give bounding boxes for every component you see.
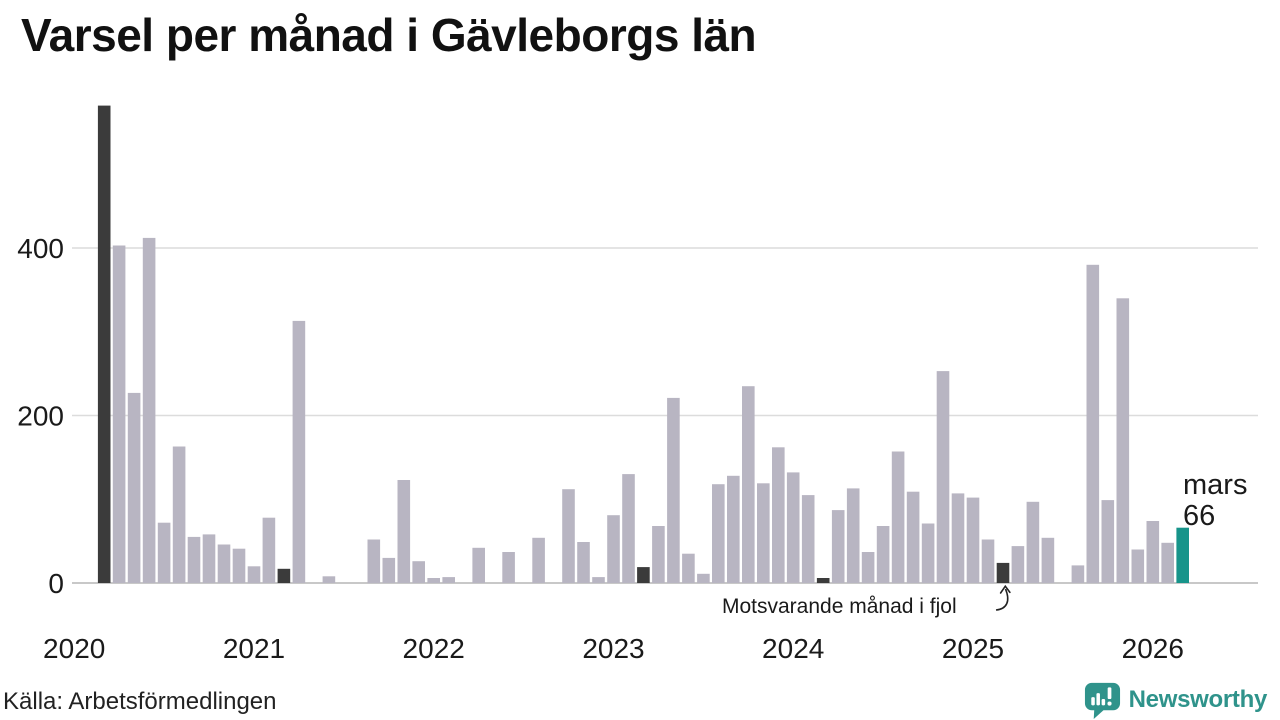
bar-2022-04 xyxy=(472,547,485,583)
bar-2022-06 xyxy=(502,552,515,583)
bar-2021-01 xyxy=(247,566,261,584)
bar-2025-08 xyxy=(1071,565,1085,583)
bar-2024-06 xyxy=(861,552,875,583)
bar-2020-04 xyxy=(112,245,126,583)
bar-2025-04 xyxy=(1011,546,1025,583)
bar-2022-01 xyxy=(427,578,440,583)
newsworthy-wordmark: Newsworthy xyxy=(1128,685,1268,713)
bar-2020-03 xyxy=(97,105,111,583)
bar-2026-03 xyxy=(1176,527,1189,583)
bar-2023-04 xyxy=(652,526,665,583)
bar-2021-12 xyxy=(412,561,425,583)
bar-2022-02 xyxy=(442,577,455,583)
bar-2022-11 xyxy=(577,542,590,583)
annotation-last-year: Motsvarande månad i fjol xyxy=(722,595,957,618)
x-tick-label-2020: 2020 xyxy=(43,633,105,664)
bar-2023-08 xyxy=(712,484,725,583)
bar-2024-11 xyxy=(936,371,950,583)
y-tick-label: 400 xyxy=(17,233,64,264)
x-tick-label-2025: 2025 xyxy=(942,633,1004,664)
bar-2021-06 xyxy=(322,576,336,583)
y-tick-label: 200 xyxy=(17,401,64,432)
bar-2024-05 xyxy=(846,488,860,583)
y-tick-label: 0 xyxy=(48,568,64,599)
bar-2023-09 xyxy=(727,475,740,583)
bar-2021-03 xyxy=(277,568,291,583)
x-tick-label-2024: 2024 xyxy=(762,633,824,664)
bar-2020-08 xyxy=(172,446,186,583)
bar-2024-08 xyxy=(891,451,905,583)
bar-2023-03 xyxy=(637,567,650,583)
bar-2023-12 xyxy=(772,447,785,583)
bar-2024-09 xyxy=(906,491,920,583)
bar-2023-06 xyxy=(682,553,695,583)
x-tick-label-2026: 2026 xyxy=(1122,633,1184,664)
bar-2020-09 xyxy=(187,536,201,583)
bar-2026-02 xyxy=(1161,542,1174,583)
bar-2021-02 xyxy=(262,517,276,583)
bar-2025-09 xyxy=(1086,264,1100,584)
bar-2023-07 xyxy=(697,573,710,583)
chart-title: Varsel per månad i Gävleborgs län xyxy=(21,9,757,61)
annotation-arrow xyxy=(995,588,1009,611)
bar-2025-05 xyxy=(1026,501,1040,583)
bar-2020-06 xyxy=(142,237,156,583)
newsworthy-icon xyxy=(1084,682,1120,719)
bar-2020-05 xyxy=(127,392,141,583)
bar-2024-10 xyxy=(921,523,935,583)
bar-2023-02 xyxy=(622,474,635,583)
bar-2023-05 xyxy=(667,397,680,583)
current-month-label: mars xyxy=(1183,469,1247,501)
x-tick-label-2021: 2021 xyxy=(223,633,285,664)
bar-2020-10 xyxy=(202,534,216,583)
source-credit: Källa: Arbetsförmedlingen xyxy=(3,688,277,715)
bar-2026-01 xyxy=(1146,521,1160,583)
bar-2024-12 xyxy=(951,493,965,583)
x-tick-label-2022: 2022 xyxy=(403,633,465,664)
bar-2021-04 xyxy=(292,320,306,583)
bar-2024-02 xyxy=(801,495,815,583)
bar-2023-10 xyxy=(742,386,755,583)
bar-2025-06 xyxy=(1041,537,1055,583)
bar-2020-12 xyxy=(232,548,246,583)
bar-2024-03 xyxy=(816,578,830,583)
newsworthy-logo[interactable]: Newsworthy xyxy=(1083,680,1267,719)
bar-2025-02 xyxy=(981,539,995,584)
current-month-value: 66 xyxy=(1183,500,1215,532)
bar-2024-04 xyxy=(831,510,845,583)
bar-2021-10 xyxy=(382,557,396,583)
bar-2022-10 xyxy=(562,489,575,583)
bar-2022-12 xyxy=(592,577,605,583)
bar-2022-08 xyxy=(532,537,545,583)
bar-2024-01 xyxy=(786,472,800,583)
bar-2024-07 xyxy=(876,526,890,583)
bar-2025-10 xyxy=(1101,500,1115,583)
bar-2020-07 xyxy=(157,522,171,583)
bar-2021-09 xyxy=(367,539,381,584)
bar-2025-12 xyxy=(1131,549,1145,583)
bar-2023-11 xyxy=(757,483,770,583)
bar-2025-03 xyxy=(996,562,1010,583)
annotation-arrowhead xyxy=(999,584,1011,594)
bar-2021-11 xyxy=(397,480,411,583)
x-tick-label-2023: 2023 xyxy=(582,633,644,664)
bar-2023-01 xyxy=(607,515,620,583)
bar-2020-11 xyxy=(217,544,231,583)
bar-2025-01 xyxy=(966,497,980,583)
bar-2025-11 xyxy=(1116,298,1130,584)
